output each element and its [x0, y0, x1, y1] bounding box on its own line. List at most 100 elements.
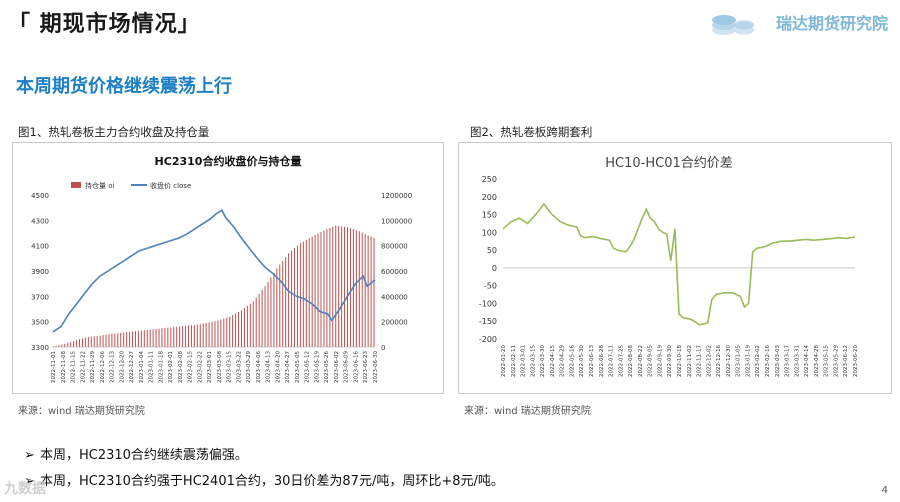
- chart1-bar: [61, 344, 63, 347]
- chart1-bar: [273, 272, 275, 347]
- chart2-xtick: 2023-04-28: [814, 345, 820, 377]
- chart1-xtick: 2023-01-04: [139, 351, 145, 383]
- chart1-bar: [93, 336, 95, 347]
- chart1-bar: [132, 331, 134, 347]
- chart1-ytick-left: 3500: [31, 319, 49, 327]
- arrow-bullet-icon: ➢: [24, 474, 35, 489]
- chart2-xtick: 2022-02-11: [511, 345, 517, 377]
- chart1-xtick: 2022-12-27: [129, 351, 135, 383]
- page-title: 「 期现市场情况」: [8, 12, 201, 37]
- chart1-ytick-left: 3700: [31, 293, 49, 301]
- figure1-caption: 图1、热轧卷板主力合约收盘及持仓量: [18, 125, 210, 139]
- chart1-series-close: [52, 209, 376, 333]
- bullet-2-text: 本周，HC2310合约强于HC2401合约，30日价差为87元/吨，周环比+8元…: [40, 474, 504, 489]
- chart1-bar: [70, 341, 72, 347]
- chart2-xtick: 2022-09-19: [657, 345, 663, 377]
- chart1-bar: [285, 257, 287, 347]
- chart1-bar: [158, 328, 160, 347]
- chart2-xtick: 2023-05-29: [833, 345, 839, 377]
- chart1-ytick-right: 1200000: [381, 192, 412, 200]
- chart1-bar: [187, 325, 189, 347]
- chart1-bar: [146, 329, 148, 347]
- chart1-xtick: 2023-05-12: [305, 351, 311, 383]
- chart1-xtick: 2022-11-01: [51, 351, 57, 383]
- chart2-xtick: 2022-09-05: [648, 345, 654, 377]
- chart2-xtick: 2022-09-30: [667, 345, 673, 377]
- chart1-bar: [99, 335, 101, 347]
- chart2-ytick: 150: [482, 211, 497, 220]
- chart2-panel: HC10-HC01合约价差 250 200 150 100 50 0 -50 -100 -150…: [458, 142, 892, 394]
- logo-text: 瑞达期货研究院: [775, 14, 888, 33]
- chart2-xtick: 2022-01-20: [501, 345, 507, 377]
- chart1-xtick: 2023-04-06: [256, 351, 262, 383]
- chart2-xtick: 2023-06-12: [843, 345, 849, 377]
- chart1-bar: [226, 317, 228, 347]
- chart1-ytick-left: 3900: [31, 268, 49, 276]
- chart2-ytick: 0: [492, 264, 497, 273]
- chart1-bar: [52, 346, 54, 347]
- chart1-bar: [143, 330, 145, 347]
- chart1-bar: [314, 235, 316, 347]
- chart1-xtick: 2023-04-20: [275, 351, 281, 383]
- chart2-xtick: 2023-01-19: [745, 345, 751, 377]
- chart1-bar: [129, 331, 131, 347]
- chart1-bar: [193, 324, 195, 347]
- chart1-bar: [182, 326, 184, 347]
- chart1-xtick: 2023-06-23: [363, 351, 369, 383]
- chart1-bar: [137, 330, 139, 347]
- chart1-bar: [155, 328, 157, 347]
- section-subtitle: 本周期货价格继续震荡上行: [16, 76, 232, 97]
- chart1-bar: [294, 248, 295, 347]
- chart1-bar: [202, 323, 204, 347]
- chart1-xtick: 2022-11-15: [71, 351, 77, 383]
- bullet-2: ➢ 本周，HC2310合约强于HC2401合约，30日价差为87元/吨，周环比+8…: [24, 470, 504, 489]
- chart1-bar: [140, 330, 142, 347]
- chart1-bar: [55, 345, 57, 347]
- chart1-xtick: 2023-02-15: [188, 351, 194, 383]
- chart1-bar: [232, 315, 234, 347]
- chart2-title: HC10-HC01合约价差: [605, 156, 732, 171]
- chart1-bar: [299, 243, 301, 347]
- chart1-legend-oi: 持仓量 oi: [85, 181, 115, 190]
- bullet-1-text: 本周，HC2310合约继续震荡偏强。: [40, 448, 248, 463]
- chart1-ytick-left: 4100: [31, 243, 49, 251]
- chart1-bar: [361, 232, 363, 347]
- chart2-xtick: 2023-04-14: [804, 345, 810, 377]
- chart2-xtick: 2023-03-31: [794, 345, 800, 377]
- chart1-bar: [105, 334, 107, 347]
- chart1-xtick: 2023-05-05: [295, 351, 301, 383]
- chart1-bar: [329, 227, 331, 347]
- chart2-xtick: 2022-06-13: [589, 345, 595, 377]
- chart1-bar: [96, 335, 98, 347]
- chart1-bar: [243, 308, 245, 347]
- chart1-bar: [64, 343, 66, 347]
- figure2-source: 来源：wind 瑞达期货研究院: [464, 406, 591, 417]
- chart1-bar: [123, 332, 125, 347]
- chart1-ytick-right: 200000: [381, 319, 408, 327]
- chart2-ytick: -100: [479, 299, 497, 308]
- chart1-bar: [373, 237, 375, 347]
- chart2-ytick: 50: [487, 246, 497, 255]
- chart1-bar: [102, 335, 104, 347]
- chart1-bar: [217, 320, 219, 347]
- chart2-series-spread: [502, 202, 856, 326]
- chart2-svg: HC10-HC01合约价差 250 200 150 100 50 0 -50 -100 -150…: [479, 156, 859, 377]
- chart1-bar: [264, 286, 266, 347]
- chart2-xtick: 2023-01-05: [736, 345, 742, 377]
- figure1-source: 来源：wind 瑞达期货研究院: [18, 406, 145, 417]
- chart2-ytick: 200: [482, 193, 497, 202]
- chart1-bar: [81, 338, 83, 347]
- chart1-bar: [76, 340, 78, 347]
- chart1-bar: [347, 227, 349, 347]
- chart1-bar: [326, 229, 328, 347]
- chart1-bar: [79, 339, 81, 347]
- chart1-bar: [84, 337, 86, 347]
- chart1-bar: [199, 323, 201, 347]
- chart1-xtick: 2023-01-18: [158, 351, 164, 383]
- chart1-bar: [270, 277, 272, 347]
- chart1-bar: [282, 260, 284, 347]
- chart1-bar: [349, 228, 351, 347]
- chart1-bar: [279, 264, 281, 347]
- chart1-xtick: 2023-03-29: [246, 351, 252, 383]
- chart2-xtick: 2022-04-15: [550, 345, 556, 377]
